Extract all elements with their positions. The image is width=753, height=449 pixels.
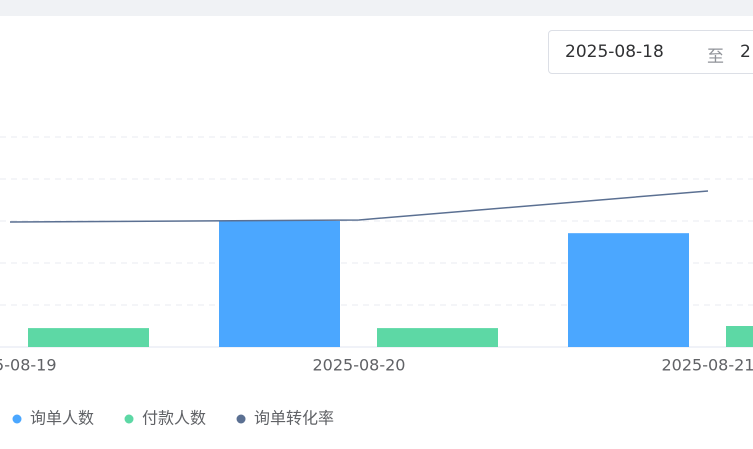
x-tick-label: 2025-08-19 bbox=[0, 356, 56, 375]
line bbox=[9, 190, 709, 223]
top-bar bbox=[0, 0, 753, 16]
range-separator: 至 bbox=[707, 47, 724, 67]
start-date[interactable]: 2025-08-18 bbox=[565, 42, 664, 62]
legend-label[interactable]: 付款人数 bbox=[142, 409, 206, 428]
bar bbox=[28, 328, 149, 347]
x-tick-label: 2025-08-21 bbox=[662, 356, 753, 375]
bar bbox=[377, 328, 498, 347]
bar bbox=[219, 221, 340, 347]
date-picker[interactable]: 2025-08-18 至 2 bbox=[548, 30, 753, 74]
end-date[interactable]: 2 bbox=[740, 42, 751, 62]
x-tick-label: 2025-08-20 bbox=[313, 356, 406, 375]
legend-label[interactable]: 询单人数 bbox=[30, 409, 94, 428]
bar bbox=[568, 233, 689, 347]
legend-label[interactable]: 询单转化率 bbox=[254, 409, 334, 428]
legend-marker[interactable] bbox=[12, 414, 22, 424]
legend-marker[interactable] bbox=[236, 414, 246, 424]
bar bbox=[726, 326, 753, 347]
legend-marker[interactable] bbox=[124, 414, 134, 424]
